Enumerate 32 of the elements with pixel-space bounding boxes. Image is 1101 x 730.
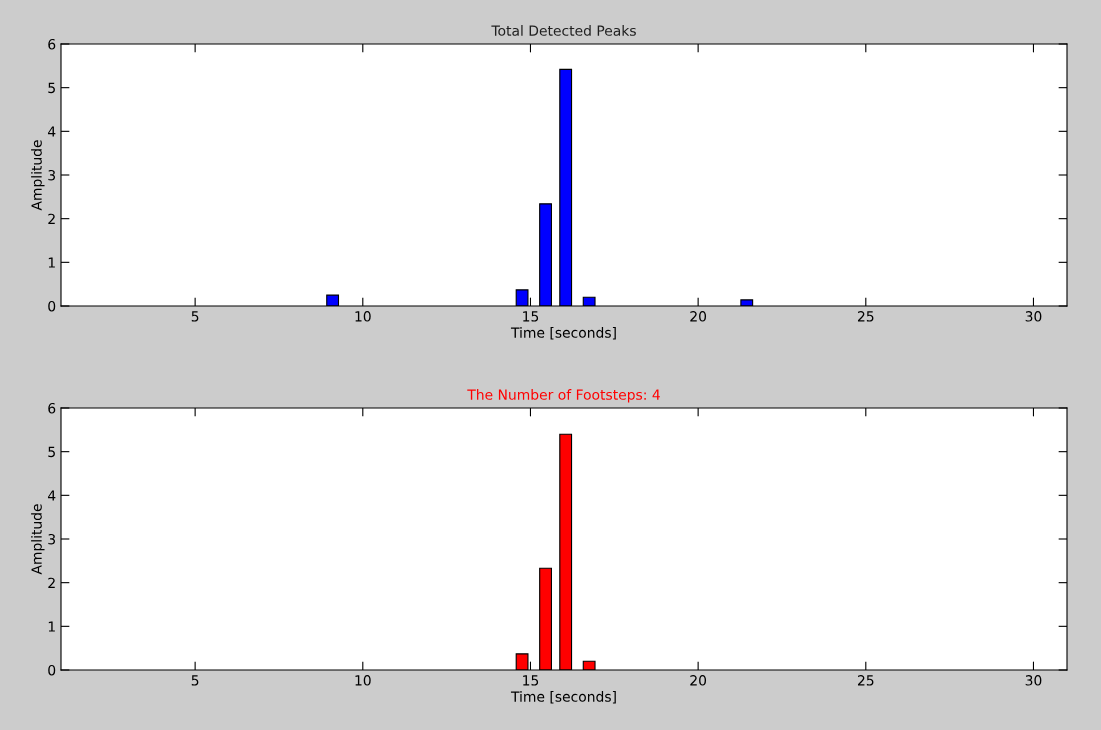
x-tick-label: 30 bbox=[1025, 675, 1042, 686]
chart-title: The Number of Footsteps: 4 bbox=[467, 389, 660, 403]
x-tick-label: 20 bbox=[690, 311, 707, 322]
x-tick-label: 15 bbox=[523, 675, 539, 686]
y-tick-label: 3 bbox=[48, 169, 56, 181]
y-tick-label: 4 bbox=[47, 490, 56, 501]
x-axis-title: Time [seconds] bbox=[510, 691, 616, 704]
x-tick-label: 20 bbox=[690, 675, 707, 686]
y-tick-label: 6 bbox=[48, 38, 56, 50]
y-axis-title: Amplitude bbox=[31, 140, 45, 211]
x-tick-label: 5 bbox=[191, 311, 199, 322]
y-tick-label: 6 bbox=[48, 402, 56, 414]
x-tick-label: 5 bbox=[191, 675, 199, 686]
x-tick-label: 10 bbox=[355, 675, 371, 686]
x-axis-title: Time [seconds] bbox=[510, 327, 616, 340]
y-tick-label: 5 bbox=[48, 82, 55, 94]
x-tick-label: 25 bbox=[857, 311, 874, 322]
y-tick-label: 5 bbox=[48, 446, 55, 458]
x-tick-label: 25 bbox=[857, 675, 874, 686]
y-axis-title: Amplitude bbox=[31, 504, 45, 575]
y-tick-label: 4 bbox=[47, 126, 56, 137]
y-tick-label: 0 bbox=[48, 664, 56, 676]
x-tick-label: 30 bbox=[1025, 311, 1042, 322]
y-tick-label: 3 bbox=[48, 533, 56, 545]
x-tick-label: 10 bbox=[355, 311, 371, 322]
y-tick-label: 1 bbox=[48, 257, 55, 268]
x-tick-label: 15 bbox=[523, 311, 539, 322]
y-tick-label: 2 bbox=[48, 213, 55, 224]
chart-title: Total Detected Peaks bbox=[491, 25, 636, 36]
y-tick-label: 1 bbox=[48, 621, 55, 632]
y-tick-label: 0 bbox=[48, 300, 56, 312]
y-tick-label: 2 bbox=[48, 577, 55, 588]
